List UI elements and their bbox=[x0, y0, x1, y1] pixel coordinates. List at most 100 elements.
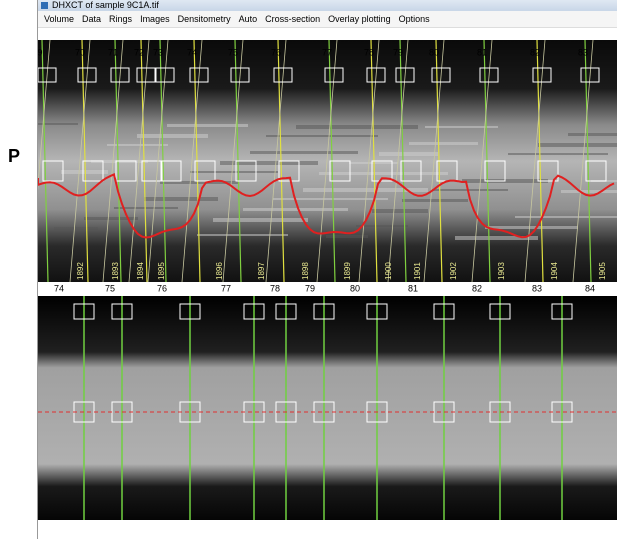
marker-box bbox=[141, 160, 163, 182]
texture bbox=[38, 123, 78, 125]
menu-item[interactable]: Options bbox=[398, 14, 430, 24]
texture bbox=[379, 152, 438, 156]
scale-label: 72 bbox=[134, 47, 144, 57]
marker-box bbox=[532, 67, 552, 83]
texture bbox=[409, 142, 478, 145]
marker-box bbox=[371, 160, 393, 182]
density-curve bbox=[38, 172, 615, 239]
texture bbox=[568, 133, 617, 136]
texture bbox=[114, 207, 178, 209]
scale-label: 74 bbox=[54, 283, 64, 293]
scale-label: 77 bbox=[322, 47, 332, 57]
scale-label: 9 bbox=[38, 47, 43, 57]
ring-line bbox=[222, 39, 244, 283]
scale-label: 75 bbox=[105, 283, 115, 293]
menu-item[interactable]: Overlay plotting bbox=[328, 14, 391, 24]
marker-box bbox=[136, 67, 156, 83]
marker-box bbox=[82, 160, 104, 182]
texture bbox=[137, 134, 208, 138]
menu-item[interactable]: Images bbox=[140, 14, 170, 24]
marker-box bbox=[551, 303, 573, 320]
marker-box bbox=[585, 160, 607, 182]
marker-box bbox=[111, 303, 133, 320]
scale-label: 74 bbox=[187, 47, 197, 57]
marker-box bbox=[278, 160, 300, 182]
year-label: 1897 bbox=[257, 262, 266, 280]
menu-item[interactable]: Rings bbox=[109, 14, 133, 24]
texture bbox=[296, 125, 418, 129]
ring-line bbox=[316, 39, 338, 283]
marker-box bbox=[431, 67, 451, 83]
menu-item[interactable]: Densitometry bbox=[177, 14, 231, 24]
title-bar: DHXCT of sample 9C1A.tif bbox=[38, 0, 617, 11]
texture bbox=[303, 188, 428, 192]
blank bbox=[38, 520, 617, 539]
texture bbox=[485, 226, 578, 229]
marker-box bbox=[77, 67, 97, 83]
ring-line bbox=[387, 39, 409, 283]
year-label: 1903 bbox=[497, 262, 506, 280]
texture bbox=[54, 227, 98, 231]
scale-label: 70 bbox=[75, 47, 85, 57]
texture bbox=[326, 235, 368, 238]
marker-box bbox=[194, 160, 216, 182]
texture bbox=[197, 234, 288, 236]
texture bbox=[220, 161, 318, 165]
year-label: 1905 bbox=[598, 262, 607, 280]
marker-box bbox=[275, 303, 297, 320]
marker-box bbox=[42, 160, 64, 182]
marker-box bbox=[366, 303, 388, 320]
texture bbox=[319, 172, 448, 175]
marker-box bbox=[189, 67, 209, 83]
year-label: 1898 bbox=[301, 262, 310, 280]
texture bbox=[455, 236, 538, 240]
marker-box bbox=[155, 67, 175, 83]
ring-line bbox=[102, 39, 124, 283]
marker-box bbox=[395, 67, 415, 83]
menu-bar: Volume Data Rings Images Densitometry Auto Cro… bbox=[38, 11, 617, 28]
menu-item[interactable]: Cross-section bbox=[265, 14, 321, 24]
scale-label: 79 bbox=[393, 47, 403, 57]
year-label: 1902 bbox=[449, 262, 458, 280]
marker-box bbox=[38, 67, 57, 83]
texture bbox=[84, 217, 138, 220]
marker-box bbox=[273, 67, 293, 83]
year-label: 1894 bbox=[136, 262, 145, 280]
texture bbox=[243, 208, 348, 211]
year-label: 1895 bbox=[157, 262, 166, 280]
texture bbox=[372, 209, 428, 213]
scale-label: 82 bbox=[530, 47, 540, 57]
marker-box bbox=[235, 160, 257, 182]
year-label: 1900 bbox=[384, 262, 393, 280]
marker-box bbox=[537, 160, 559, 182]
marker-box bbox=[115, 160, 137, 182]
scale-label: 79 bbox=[305, 283, 315, 293]
marker-box bbox=[580, 67, 600, 83]
marker-box bbox=[400, 160, 422, 182]
scale-label: 82 bbox=[472, 283, 482, 293]
texture bbox=[144, 197, 218, 201]
texture bbox=[213, 218, 308, 222]
scale-label: 75 bbox=[228, 47, 238, 57]
scale-label: 71 bbox=[108, 47, 118, 57]
ring-line bbox=[358, 39, 380, 283]
ring-line bbox=[181, 39, 203, 283]
marker-box bbox=[324, 67, 344, 83]
menu-item[interactable]: Data bbox=[82, 14, 102, 24]
ring-line bbox=[471, 39, 493, 283]
year-label: 1901 bbox=[413, 262, 422, 280]
menu-item[interactable]: Volume bbox=[44, 14, 75, 24]
menu-item[interactable]: Auto bbox=[238, 14, 258, 24]
ring-line bbox=[128, 39, 150, 283]
marker-box bbox=[230, 67, 250, 83]
texture bbox=[515, 216, 617, 218]
marker-box bbox=[479, 67, 499, 83]
marker-box bbox=[313, 303, 335, 320]
marker-box bbox=[433, 303, 455, 320]
texture bbox=[250, 151, 358, 154]
texture bbox=[273, 198, 388, 200]
year-label: 1896 bbox=[215, 262, 224, 280]
marker-box bbox=[243, 303, 265, 320]
scale-label: 84 bbox=[585, 283, 595, 293]
